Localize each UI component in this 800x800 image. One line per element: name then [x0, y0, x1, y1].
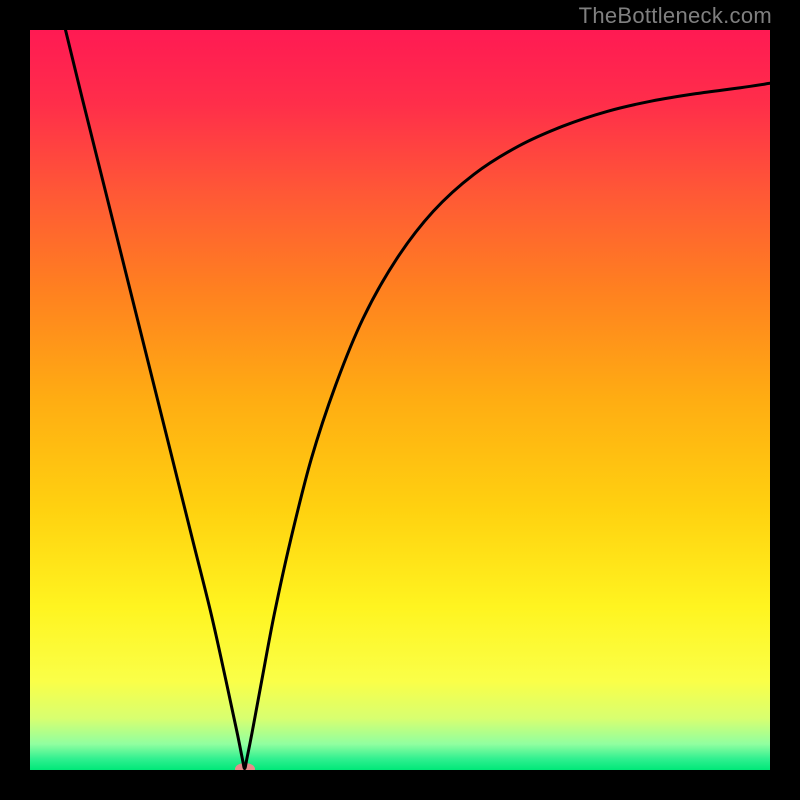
watermark-text: TheBottleneck.com	[579, 3, 772, 29]
outer-frame: TheBottleneck.com	[0, 0, 800, 800]
bottleneck-curve	[30, 30, 770, 770]
curve-path	[66, 30, 770, 769]
plot-area	[30, 30, 770, 770]
